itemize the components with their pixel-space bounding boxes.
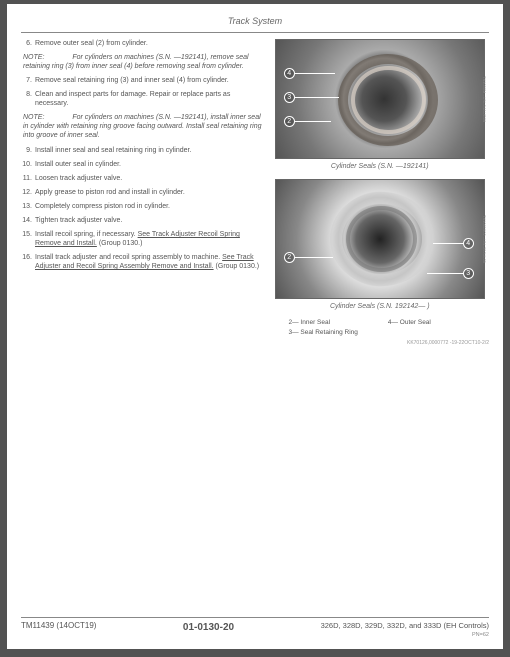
callout-2: 2 xyxy=(284,252,295,263)
step-number: 14. xyxy=(21,216,35,225)
figure-side-ref: TX1061902 –UN–29JUL09 xyxy=(479,179,487,299)
figure-1: 4 3 2 TX1030M –UN–04AUG06 xyxy=(275,39,485,159)
footer-center: 01-0130-20 xyxy=(183,621,234,634)
step-text: Remove seal retaining ring (3) and inner… xyxy=(35,76,263,85)
step-text: Install outer seal in cylinder. xyxy=(35,160,263,169)
figure-caption: Cylinder Seals (S.N. 192142— ) xyxy=(271,302,490,311)
legend-item: 2— Inner Seal xyxy=(289,319,358,327)
step-text: Remove outer seal (2) from cylinder. xyxy=(35,39,263,48)
figure-image: 4 3 2 xyxy=(275,39,485,159)
step-number: 9. xyxy=(21,146,35,155)
manual-page: Track System 6. Remove outer seal (2) fr… xyxy=(7,4,503,649)
step-text: Apply grease to piston rod and install i… xyxy=(35,188,263,197)
note-2: NOTE: For cylinders on machines (S.N. —1… xyxy=(21,113,263,140)
step-post: (Group 0130.) xyxy=(214,263,260,270)
note-label: NOTE: xyxy=(23,114,44,121)
note-body: For cylinders on machines (S.N. —192141)… xyxy=(23,114,262,139)
step-number: 13. xyxy=(21,202,35,211)
step-text: Completely compress piston rod in cylind… xyxy=(35,202,263,211)
legend-item: 4— Outer Seal xyxy=(388,319,431,327)
step-number: 6. xyxy=(21,39,35,48)
figure-legend: 2— Inner Seal 3— Seal Retaining Ring 4— … xyxy=(271,319,490,338)
step-number: 16. xyxy=(21,253,35,271)
callout-4: 4 xyxy=(284,68,295,79)
step-16: 16. Install track adjuster and recoil sp… xyxy=(21,253,263,271)
step-14: 14. Tighten track adjuster valve. xyxy=(21,216,263,225)
step-pre: Install track adjuster and recoil spring… xyxy=(35,254,222,261)
page-footer: TM11439 (14OCT19) 01-0130-20 326D, 328D,… xyxy=(21,617,489,639)
step-8: 8. Clean and inspect parts for damage. R… xyxy=(21,90,263,108)
section-title: Track System xyxy=(21,16,489,30)
step-text: Install inner seal and seal retaining ri… xyxy=(35,146,263,155)
step-text: Clean and inspect parts for damage. Repa… xyxy=(35,90,263,108)
footer-models: 326D, 328D, 329D, 332D, and 333D (EH Con… xyxy=(321,621,489,630)
step-10: 10. Install outer seal in cylinder. xyxy=(21,160,263,169)
step-text: Tighten track adjuster valve. xyxy=(35,216,263,225)
doc-ref-code: KK70126,0000772 -19-22OCT10-2/2 xyxy=(271,340,490,347)
step-number: 11. xyxy=(21,174,35,183)
callout-2: 2 xyxy=(284,116,295,127)
callout-3: 3 xyxy=(463,268,474,279)
footer-page-number: PN=62 xyxy=(321,632,489,639)
step-pre: Install recoil spring, if necessary. xyxy=(35,231,138,238)
figure-image: 2 4 3 xyxy=(275,179,485,299)
step-6: 6. Remove outer seal (2) from cylinder. xyxy=(21,39,263,48)
step-15: 15. Install recoil spring, if necessary.… xyxy=(21,230,263,248)
step-text: Install recoil spring, if necessary. See… xyxy=(35,230,263,248)
footer-right: 326D, 328D, 329D, 332D, and 333D (EH Con… xyxy=(321,621,489,639)
left-column: 6. Remove outer seal (2) from cylinder. … xyxy=(21,39,263,347)
step-number: 8. xyxy=(21,90,35,108)
step-number: 12. xyxy=(21,188,35,197)
callout-4: 4 xyxy=(463,238,474,249)
step-13: 13. Completely compress piston rod in cy… xyxy=(21,202,263,211)
callout-3: 3 xyxy=(284,92,295,103)
note-label: NOTE: xyxy=(23,54,44,61)
note-body: For cylinders on machines (S.N. —192141)… xyxy=(23,54,249,70)
right-column: 4 3 2 TX1030M –UN–04AUG06 Cylinder Seals… xyxy=(271,39,490,347)
step-11: 11. Loosen track adjuster valve. xyxy=(21,174,263,183)
step-number: 10. xyxy=(21,160,35,169)
step-12: 12. Apply grease to piston rod and insta… xyxy=(21,188,263,197)
step-text: Loosen track adjuster valve. xyxy=(35,174,263,183)
footer-left: TM11439 (14OCT19) xyxy=(21,621,96,631)
figure-caption: Cylinder Seals (S.N. —192141) xyxy=(271,162,490,171)
step-text: Install track adjuster and recoil spring… xyxy=(35,253,263,271)
legend-item: 3— Seal Retaining Ring xyxy=(289,329,358,337)
content-columns: 6. Remove outer seal (2) from cylinder. … xyxy=(21,39,489,347)
header-divider xyxy=(21,32,489,33)
step-7: 7. Remove seal retaining ring (3) and in… xyxy=(21,76,263,85)
step-number: 7. xyxy=(21,76,35,85)
figure-2: 2 4 3 TX1061902 –UN–29JUL09 xyxy=(275,179,485,299)
figure-side-ref: TX1030M –UN–04AUG06 xyxy=(479,39,487,159)
step-post: (Group 0130.) xyxy=(97,240,143,247)
step-9: 9. Install inner seal and seal retaining… xyxy=(21,146,263,155)
note-1: NOTE: For cylinders on machines (S.N. —1… xyxy=(21,53,263,71)
step-number: 15. xyxy=(21,230,35,248)
